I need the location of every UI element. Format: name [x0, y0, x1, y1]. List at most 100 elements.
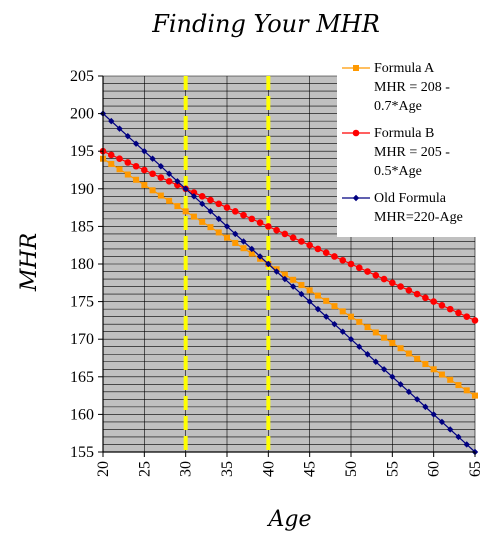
data-point [174, 178, 181, 185]
y-tick-label: 155 [70, 444, 94, 461]
data-point [149, 155, 156, 162]
legend: Formula A MHR = 208 - 0.7*Age Formula B MHR … [337, 56, 478, 237]
data-point [157, 192, 164, 199]
x-tick-label: 35 [219, 461, 236, 477]
data-point [223, 204, 231, 211]
data-point [438, 371, 445, 378]
data-point [207, 196, 214, 204]
data-point [463, 313, 471, 320]
data-point [133, 176, 140, 183]
data-point [381, 334, 388, 341]
data-point [124, 132, 131, 140]
x-tick-label: 45 [302, 461, 319, 477]
data-point [256, 219, 264, 226]
data-point [256, 253, 264, 260]
data-point [306, 298, 313, 305]
data-point [364, 324, 371, 331]
data-point [141, 182, 148, 189]
data-point [339, 328, 346, 335]
data-point [331, 303, 338, 310]
data-point [405, 287, 413, 294]
x-axis-title: Age [267, 507, 312, 532]
data-point [248, 215, 256, 223]
data-point [224, 234, 230, 241]
chart-title: Finding Your MHR [151, 10, 380, 38]
data-point [306, 287, 313, 294]
data-point [116, 155, 123, 163]
y-tick-label: 185 [70, 218, 94, 235]
series-1 [100, 155, 478, 399]
data-point [290, 276, 297, 283]
data-point [355, 264, 363, 272]
y-tick-label: 200 [70, 106, 94, 123]
data-point [298, 282, 305, 289]
x-tick-labels: 20 25 30 35 40 45 50 55 60 65 [95, 452, 484, 477]
data-point [447, 376, 454, 383]
data-point [248, 250, 255, 257]
data-point [116, 166, 123, 173]
data-point [339, 256, 347, 264]
data-point [405, 388, 413, 396]
y-tick-label: 190 [70, 181, 94, 198]
y-tick-label: 170 [70, 331, 94, 348]
data-point [472, 392, 478, 399]
data-point [322, 249, 330, 257]
series-2 [99, 147, 479, 324]
series-line [102, 158, 476, 397]
data-point [323, 297, 330, 304]
data-point [438, 418, 446, 426]
data-point [157, 174, 165, 181]
data-point [231, 208, 239, 215]
data-point [430, 411, 437, 418]
data-point [397, 283, 404, 290]
legend-label: Formula A [374, 61, 435, 76]
y-tick-label: 165 [70, 369, 94, 386]
data-point [422, 403, 429, 411]
data-point [190, 213, 197, 220]
data-point [232, 239, 239, 246]
x-tick-label: 40 [260, 461, 277, 477]
data-point [348, 313, 354, 320]
legend-label: MHR = 205 - [374, 145, 450, 160]
data-point [207, 208, 214, 215]
data-point [339, 308, 346, 315]
data-point [397, 381, 404, 388]
legend-swatch-marker [352, 129, 360, 137]
legend-label: MHR=220-Age [374, 210, 463, 225]
data-point [182, 185, 189, 192]
legend-swatch-marker [352, 194, 360, 202]
data-point [413, 290, 421, 298]
data-point [389, 279, 396, 287]
data-point [165, 177, 173, 185]
legend-item-1: Formula A MHR = 208 - 0.7*Age [342, 61, 450, 114]
data-point [190, 193, 198, 200]
data-point [347, 336, 355, 343]
data-point [289, 234, 297, 241]
series-line [102, 113, 476, 453]
x-tick-label: 50 [343, 461, 360, 477]
data-point [389, 339, 396, 346]
x-tick-label: 30 [178, 461, 195, 477]
legend-label: 0.5*Age [374, 164, 422, 179]
data-point [124, 159, 132, 166]
data-point [347, 260, 355, 268]
data-point [265, 260, 272, 268]
data-point [331, 253, 338, 260]
data-point [281, 271, 288, 278]
data-point [306, 241, 313, 249]
data-point [240, 238, 247, 245]
data-point [174, 203, 181, 210]
data-point [108, 160, 115, 167]
series-group [99, 110, 479, 456]
data-point [232, 230, 239, 238]
data-point [108, 117, 115, 125]
data-point [223, 223, 231, 230]
data-point [314, 305, 322, 313]
data-point [380, 275, 388, 283]
legend-label: MHR = 208 - [374, 80, 450, 95]
y-tick-label: 180 [70, 256, 94, 273]
data-point [455, 309, 462, 317]
data-point [149, 170, 156, 178]
data-point [141, 148, 148, 155]
data-point [157, 163, 165, 170]
